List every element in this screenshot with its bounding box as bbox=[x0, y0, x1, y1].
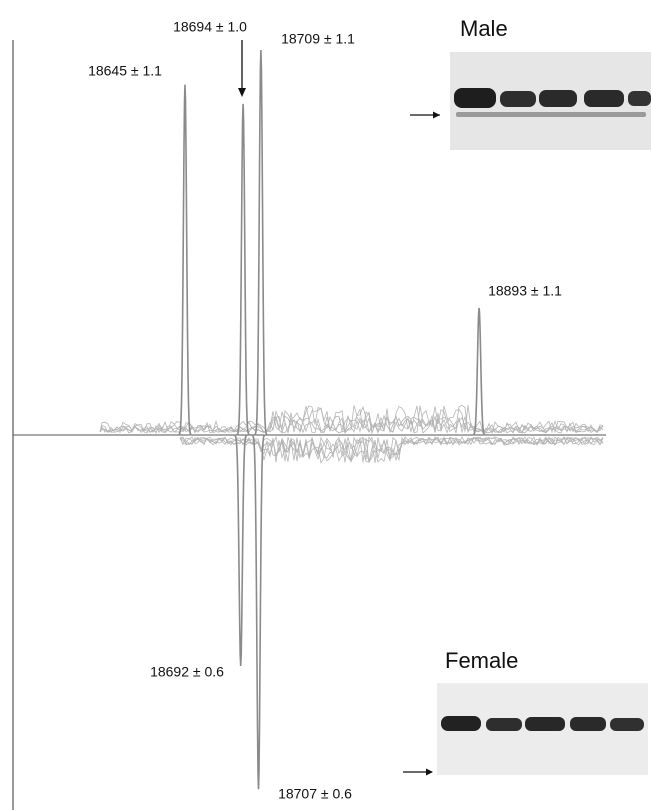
peak-label: 18694 ± 1.0 bbox=[173, 19, 247, 35]
gel-band bbox=[539, 90, 577, 107]
arrowhead bbox=[426, 768, 433, 776]
peak bbox=[176, 84, 193, 436]
noise-trace bbox=[179, 436, 604, 464]
gel-band bbox=[441, 716, 481, 731]
peak bbox=[471, 307, 488, 436]
gel-band bbox=[584, 90, 624, 107]
panel-title: Male bbox=[460, 16, 508, 41]
gel-band bbox=[628, 91, 651, 106]
panel-title: Female bbox=[445, 648, 518, 673]
peak bbox=[235, 103, 252, 436]
arrowhead bbox=[238, 88, 246, 97]
noise-trace bbox=[179, 436, 604, 463]
peak bbox=[250, 434, 267, 790]
gel-band bbox=[570, 717, 606, 731]
gel-band bbox=[486, 718, 522, 731]
gel-band bbox=[456, 112, 646, 117]
peak bbox=[232, 434, 249, 667]
peak-label: 18709 ± 1.1 bbox=[281, 31, 355, 47]
male-gel bbox=[410, 52, 651, 150]
arrowhead bbox=[433, 111, 440, 119]
peak-label: 18893 ± 1.1 bbox=[488, 283, 562, 299]
peak-label: 18692 ± 0.6 bbox=[150, 664, 224, 680]
peak bbox=[252, 49, 269, 436]
gel-band bbox=[454, 88, 496, 108]
female-gel bbox=[403, 683, 648, 776]
gel-band bbox=[500, 91, 536, 107]
peak-label: 18645 ± 1.1 bbox=[88, 63, 162, 79]
peak-label: 18707 ± 0.6 bbox=[278, 786, 352, 802]
noise-trace bbox=[99, 415, 604, 435]
gel-band bbox=[610, 718, 644, 731]
noise-trace bbox=[99, 415, 604, 434]
noise-trace bbox=[99, 405, 604, 434]
gel-band bbox=[525, 717, 565, 731]
